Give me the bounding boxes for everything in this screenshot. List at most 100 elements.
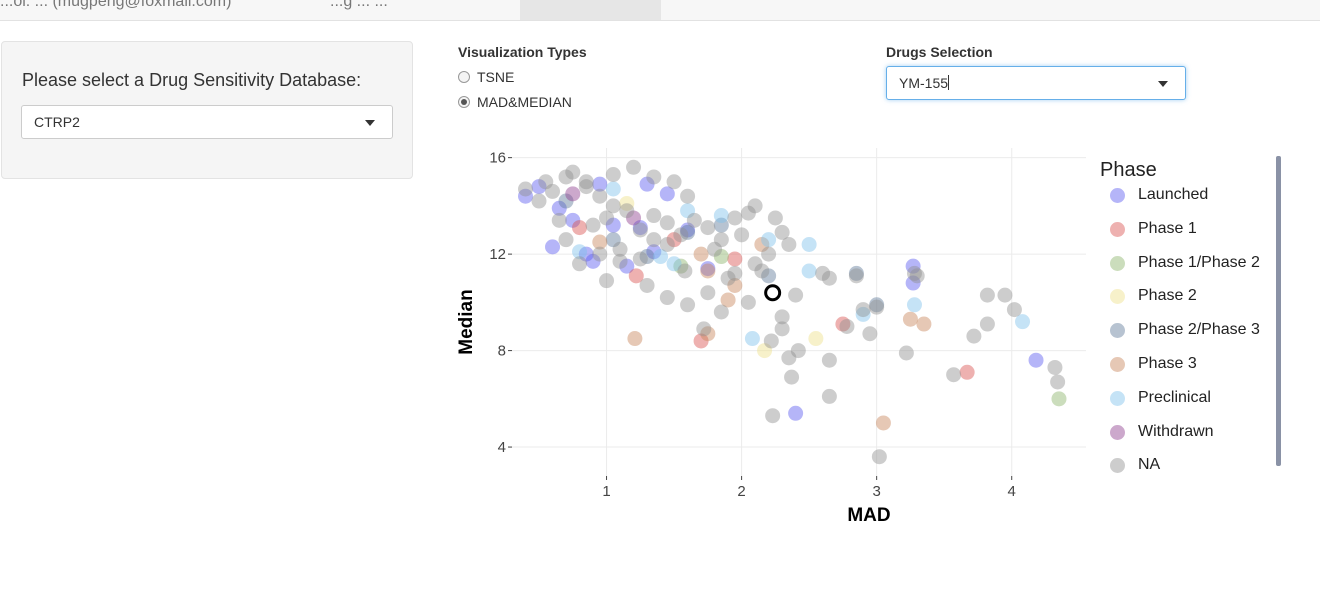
chevron-down-icon — [365, 120, 375, 126]
data-point — [578, 246, 594, 262]
x-tick-label: 3 — [872, 483, 880, 500]
tab-title[interactable]: ...ol: ... (mugpeng@foxmail.com) — [0, 0, 232, 10]
data-point — [774, 224, 790, 240]
legend-item-label: NA — [1138, 456, 1161, 474]
data-point — [747, 198, 763, 214]
data-point — [1028, 352, 1044, 368]
y-tick-label: 16 — [489, 150, 506, 167]
data-point — [754, 236, 770, 252]
data-point — [605, 167, 621, 183]
legend-marker-icon — [1110, 221, 1125, 237]
data-point — [626, 159, 642, 175]
tab-active[interactable] — [520, 0, 661, 20]
data-point — [1006, 302, 1022, 318]
data-point — [659, 290, 675, 306]
data-point — [713, 249, 729, 265]
data-point — [905, 275, 921, 291]
data-point — [639, 277, 655, 293]
data-point — [565, 186, 581, 202]
data-point — [781, 350, 797, 366]
data-point — [763, 333, 779, 349]
data-point — [774, 321, 790, 337]
data-point — [659, 215, 675, 231]
legend-scrollbar[interactable] — [1276, 156, 1281, 466]
data-point — [558, 232, 574, 248]
data-point — [592, 246, 608, 262]
y-tick-label: 4 — [498, 439, 506, 456]
radio-circle-icon[interactable] — [458, 71, 470, 83]
database-select-value: CTRP2 — [34, 114, 80, 130]
data-point — [599, 210, 615, 226]
data-point — [713, 217, 729, 233]
data-point — [761, 232, 777, 248]
data-point — [839, 318, 855, 334]
legend-item-label: Phase 2 — [1138, 287, 1197, 305]
data-point — [848, 268, 864, 284]
data-point — [765, 408, 781, 424]
drugs-select[interactable]: YM-155 — [886, 66, 1186, 100]
data-point — [666, 232, 682, 248]
data-point — [727, 210, 743, 226]
data-point — [740, 294, 756, 310]
data-point — [916, 316, 932, 332]
data-point — [871, 449, 887, 465]
data-point — [646, 169, 662, 185]
data-point — [808, 331, 824, 347]
data-point — [639, 176, 655, 192]
data-point — [619, 258, 635, 274]
data-point — [821, 270, 837, 286]
legend-marker-icon — [1110, 255, 1125, 271]
data-point — [545, 183, 561, 199]
legend-item-label: Phase 1/Phase 2 — [1138, 253, 1260, 271]
data-point — [612, 241, 628, 257]
radio-mad-median[interactable]: MAD&MEDIAN — [458, 94, 572, 110]
data-point — [558, 169, 574, 185]
data-point — [862, 326, 878, 342]
data-point — [627, 331, 643, 347]
radio-checked-icon[interactable] — [458, 96, 470, 108]
data-point — [744, 331, 760, 347]
data-point — [700, 220, 716, 236]
data-point — [855, 306, 871, 322]
legend-item-label: Phase 3 — [1138, 355, 1197, 372]
data-point — [632, 222, 648, 238]
data-point — [801, 263, 817, 279]
sidebar-panel: Please select a Drug Sensitivity Databas… — [1, 41, 413, 179]
data-point — [713, 304, 729, 320]
tab-2[interactable]: ...g ... ... — [330, 0, 388, 10]
data-point — [680, 188, 696, 204]
legend-marker-icon — [1110, 458, 1125, 474]
data-point — [551, 200, 567, 216]
data-point — [740, 205, 756, 221]
legend-marker-icon — [1110, 424, 1125, 440]
data-point — [531, 193, 547, 209]
radio-tsne[interactable]: TSNE — [458, 69, 514, 85]
data-point — [966, 328, 982, 344]
database-select[interactable]: CTRP2 — [21, 105, 393, 139]
data-point — [565, 212, 581, 228]
data-point — [979, 316, 995, 332]
data-point — [700, 326, 716, 342]
data-point — [821, 388, 837, 404]
data-point — [727, 265, 743, 281]
legend-marker-icon — [1110, 289, 1125, 305]
data-point — [646, 232, 662, 248]
data-point — [605, 217, 621, 233]
data-point — [680, 203, 696, 219]
text-cursor — [948, 75, 950, 90]
data-point — [605, 232, 621, 248]
data-point — [734, 227, 750, 243]
data-point — [720, 292, 736, 308]
data-point — [979, 287, 995, 303]
data-point — [639, 249, 655, 265]
data-point — [821, 352, 837, 368]
data-point — [538, 174, 554, 190]
data-point — [855, 302, 871, 318]
data-point — [680, 297, 696, 313]
data-point — [646, 208, 662, 224]
data-point — [666, 256, 682, 272]
data-point — [761, 268, 777, 284]
legend-marker-icon — [1110, 357, 1125, 372]
data-point — [959, 364, 975, 380]
